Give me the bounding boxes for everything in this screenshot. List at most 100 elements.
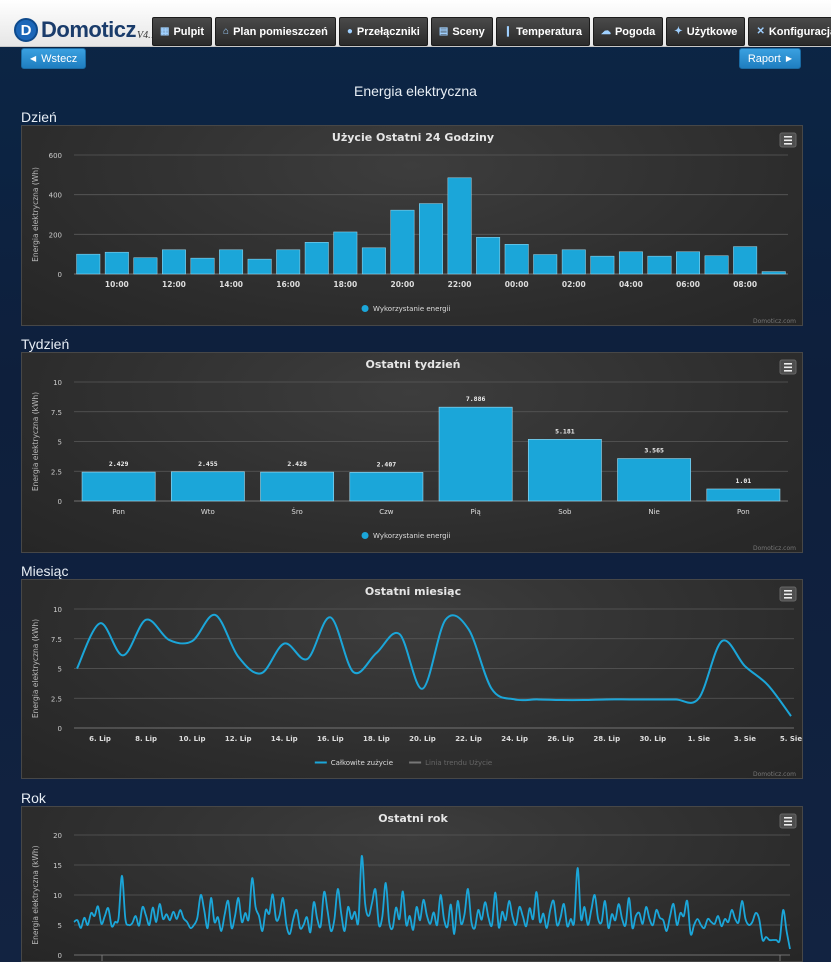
bar [276,249,301,275]
nav-label: Pogoda [614,25,656,38]
credits-label: Domoticz.com [753,545,796,552]
bar [76,253,101,275]
bar [247,258,272,275]
y-tick-label: 600 [49,152,62,160]
x-tick-label: 08:00 [733,280,757,289]
section-month-label: Miesiąc [21,563,69,579]
x-tick-label: 26. Lip [547,735,574,743]
y-tick-label: 200 [49,231,62,239]
chart-week-panel: Ostatni tydzień Energia elektryczna (kWh)… [21,352,803,553]
nav-plan-pomieszczeń[interactable]: ⌂ Plan pomieszczeń [215,17,336,46]
chart-menu-button[interactable] [779,359,797,375]
nav-konfiguracja[interactable]: ✕Konfiguracja▾ [748,17,831,46]
bar [104,251,129,275]
series-line-total [73,855,791,950]
hamburger-icon [784,590,792,592]
x-tick-label: 20. Lip [409,735,436,743]
y-tick-label: 7.5 [51,409,62,417]
bar [81,471,156,502]
chart-menu-button[interactable] [779,813,797,829]
cloud-icon: ☁ [600,26,611,37]
bar [333,231,358,275]
y-tick-label: 2.5 [51,468,62,476]
legend-item[interactable]: Wykorzystanie energii [361,532,451,540]
nav-sceny[interactable]: ▤ Sceny [430,17,493,46]
y-tick-label: 5 [58,922,62,930]
bar [706,488,781,502]
x-tick-label: 22. Lip [455,735,482,743]
nav-label: Konfiguracja [768,25,831,38]
logo-text: Domoticz [41,17,137,42]
hamburger-icon [784,817,792,819]
back-button[interactable]: ◀ Wstecz [21,48,87,69]
legend-item[interactable]: Linia trendu Użycie [409,759,492,767]
nav-temperatura[interactable]: ❙ Temperatura [495,17,590,46]
bar [561,249,586,275]
y-tick-label: 5 [58,666,62,674]
y-tick-label: 10 [53,379,62,387]
bar [733,246,758,275]
x-tick-label: 10. Lip [179,735,206,743]
hamburger-icon [784,370,792,372]
y-tick-label: 7.5 [51,636,62,644]
legend-label: Wykorzystanie energii [373,532,451,540]
legend-item[interactable]: Całkowite zużycie [314,759,393,767]
chart-menu-button[interactable] [779,132,797,148]
legend-marker [361,305,369,312]
bar-data-label: 7.886 [466,395,486,403]
bar-data-label: 2.455 [198,460,218,468]
x-tick-label: 06:00 [676,280,700,289]
x-tick-label: 20:00 [391,280,415,289]
x-tick-label: 14. Lip [271,735,298,743]
nav-użytkowe[interactable]: ✦ Użytkowe [666,17,746,46]
x-tick-label: Sob [558,508,572,516]
utility-icon: ✦ [674,26,683,37]
x-tick-label: 28. Lip [593,735,620,743]
chart-title: Ostatni rok [378,812,448,825]
y-tick-label: 0 [58,271,62,279]
bar [190,257,215,275]
bar [162,249,186,275]
nav-przełączniki[interactable]: ● Przełączniki [338,17,428,46]
y-axis-label: Energia elektryczna (kWh) [31,845,40,944]
bar [476,237,501,275]
y-tick-label: 0 [58,952,62,960]
x-tick-label: Pią [470,508,480,516]
back-button-label: Wstecz [41,52,78,65]
nav-pulpit[interactable]: ▦ Pulpit [152,17,213,46]
bar [304,242,329,275]
x-tick-label: Wto [201,508,215,516]
nav-label: Plan pomieszczeń [233,25,328,38]
y-tick-label: 0 [58,725,62,733]
y-axis-label: Energia elektryczna (kWh) [31,619,40,718]
main-menu: ▦ Pulpit ⌂ Plan pomieszczeń ● Przełączniki ▤ Sc… [152,17,831,46]
nav-label: Pulpit [173,25,205,38]
y-tick-label: 2.5 [51,695,62,703]
chart-month: Ostatni miesiąc Energia elektryczna (kWh)… [31,585,802,778]
legend-label: Wykorzystanie energii [373,305,451,313]
bar-data-label: 5.181 [555,427,575,435]
bar [438,406,513,502]
x-tick-label: 1. Sie [688,735,710,743]
floorplan-icon: ⌂ [223,26,230,37]
bar [419,203,443,275]
hamburger-icon [784,136,792,138]
hamburger-icon [784,820,792,823]
y-tick-label: 20 [53,832,62,840]
legend-marker [361,532,369,539]
x-tick-label: 10:00 [105,280,129,289]
x-tick-label: 24. Lip [501,735,528,743]
nav-pogoda[interactable]: ☁ Pogoda [592,17,664,46]
bar [170,471,245,502]
chart-menu-button[interactable] [779,586,797,602]
chart-title: Ostatni tydzień [365,358,460,371]
section-year-label: Rok [21,790,46,806]
bar [390,209,415,275]
legend-item[interactable]: Wykorzystanie energii [361,305,451,313]
report-button[interactable]: Raport ▶ [738,48,801,69]
bar [761,271,786,275]
section-day-label: Dzień [21,109,57,125]
nav-label: Temperatura [516,25,582,38]
y-tick-label: 10 [53,606,62,614]
bar [133,257,158,275]
